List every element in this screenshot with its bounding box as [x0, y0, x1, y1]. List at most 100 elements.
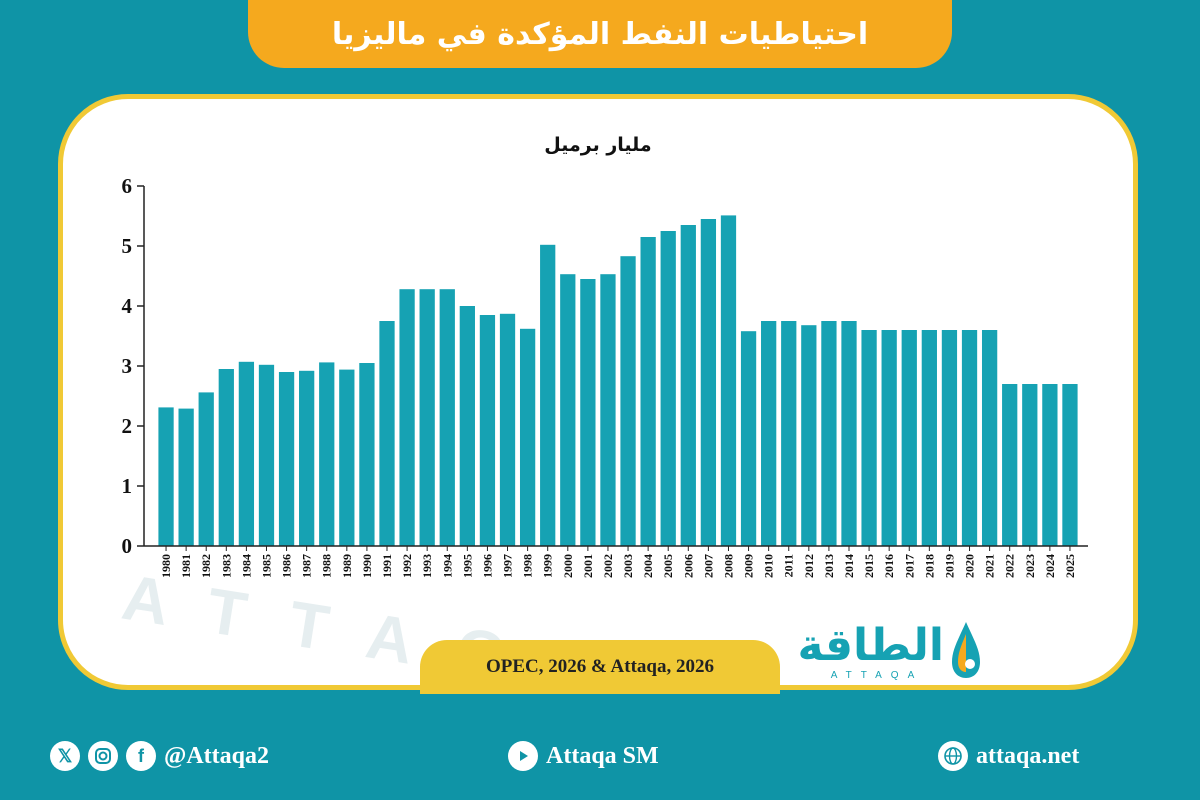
youtube-group: Attaqa SM [508, 736, 659, 776]
x-tick-label: 1983 [219, 554, 233, 578]
bar-2009 [740, 331, 757, 546]
bar-1998 [519, 328, 536, 546]
logo-latin-text: ATTAQA [830, 670, 924, 681]
x-tick-label: 2003 [621, 554, 635, 578]
bar-2001 [580, 279, 596, 546]
bar-1995 [459, 306, 475, 546]
x-tick-label: 1999 [541, 554, 555, 578]
bar-2006 [680, 225, 696, 546]
bar-2021 [981, 330, 998, 546]
bar-1997 [499, 313, 516, 546]
title-banner: احتياطيات النفط المؤكدة في ماليزيا [248, 0, 952, 68]
bar-2025 [1062, 384, 1078, 546]
logo-arabic-text: الطاقة [797, 620, 944, 671]
x-tick-label: 1986 [280, 554, 294, 578]
social-handle-group: 𝕏 f @Attaqa2 [50, 736, 269, 776]
x-tick-label: 2000 [561, 554, 575, 578]
instagram-icon[interactable] [88, 741, 118, 771]
social-handle[interactable]: @Attaqa2 [164, 742, 269, 769]
x-tick-label: 1988 [320, 554, 334, 578]
bar-1983 [218, 369, 234, 546]
bar-1989 [339, 369, 355, 546]
x-tick-label: 2010 [762, 554, 776, 578]
x-tick-label: 2022 [1003, 554, 1017, 578]
x-tick-label: 2008 [721, 554, 735, 578]
x-tick-label: 2021 [983, 554, 997, 578]
bar-1985 [258, 364, 275, 546]
bar-1991 [379, 321, 395, 546]
x-tick-label: 1996 [480, 554, 494, 578]
x-tick-label: 1980 [159, 554, 173, 578]
x-tick-label: 2019 [942, 554, 956, 578]
x-tick-label: 2013 [822, 554, 836, 578]
x-tick-label: 1995 [460, 554, 474, 578]
youtube-label[interactable]: Attaqa SM [546, 742, 659, 769]
x-tick-label: 2023 [1023, 554, 1037, 578]
x-tick-label: 2006 [681, 554, 695, 578]
website-group: attaqa.net [938, 736, 1079, 776]
chart-title: مليار برميل [544, 134, 651, 156]
bar-1980 [158, 407, 174, 546]
bar-2018 [921, 330, 937, 546]
youtube-icon[interactable] [508, 741, 538, 771]
x-tick-label: 1993 [420, 554, 434, 578]
y-tick-label: 6 [122, 174, 133, 198]
x-tick-label: 2009 [742, 554, 756, 578]
bar-2015 [861, 330, 877, 546]
bar-2019 [941, 330, 958, 546]
bar-1984 [238, 361, 255, 546]
attaqa-logo: الطاقة ATTAQA [797, 620, 984, 686]
x-tick-label: 1984 [239, 554, 253, 578]
x-tick-label: 2017 [902, 554, 916, 578]
website-link[interactable]: attaqa.net [976, 742, 1080, 769]
x-tick-label: 2015 [862, 554, 876, 578]
bar-1986 [278, 372, 295, 546]
y-tick-label: 5 [122, 234, 133, 258]
x-tick-label: 1990 [360, 554, 374, 578]
bar-2011 [781, 321, 797, 546]
x-tick-label: 1989 [340, 554, 354, 578]
x-tick-label: 2011 [782, 554, 796, 577]
y-tick-label: 4 [122, 294, 133, 318]
globe-icon[interactable] [938, 741, 968, 771]
source-pill: OPEC, 2026 & Attaqa, 2026 [420, 640, 780, 694]
x-tick-label: 2014 [842, 554, 856, 578]
bar-2012 [801, 325, 817, 546]
y-tick-label: 2 [122, 414, 133, 438]
bar-1993 [419, 289, 435, 546]
x-tick-label: 1981 [179, 554, 193, 578]
bar-1988 [319, 362, 335, 546]
x-tick-label: 2005 [661, 554, 675, 578]
x-tick-label: 1992 [400, 554, 414, 578]
bar-1994 [439, 289, 455, 546]
bar-1981 [178, 408, 194, 546]
bar-1990 [359, 363, 375, 546]
x-tick-label: 2002 [601, 554, 615, 578]
x-tick-label: 2024 [1043, 554, 1057, 578]
facebook-icon[interactable]: f [126, 741, 156, 771]
bar-2003 [620, 256, 636, 546]
bar-2020 [961, 330, 978, 546]
x-tick-label: 1985 [259, 554, 273, 578]
bar-1982 [198, 392, 214, 546]
bar-2000 [560, 274, 576, 546]
x-tick-label: 1994 [440, 554, 454, 578]
x-tick-label: 1998 [521, 554, 535, 578]
x-icon[interactable]: 𝕏 [50, 741, 80, 771]
y-tick-label: 0 [122, 534, 133, 558]
x-tick-label: 2001 [581, 554, 595, 578]
bar-1987 [299, 370, 315, 546]
bar-2022 [1002, 384, 1018, 546]
x-tick-label: 2020 [963, 554, 977, 578]
bar-2002 [600, 274, 616, 546]
chart-card [58, 94, 1138, 690]
bar-1999 [540, 244, 556, 547]
y-tick-label: 3 [122, 354, 133, 378]
bar-1996 [479, 315, 496, 546]
page-title: احتياطيات النفط المؤكدة في ماليزيا [331, 16, 869, 52]
bar-2010 [761, 321, 777, 546]
x-tick-label: 2007 [701, 554, 715, 578]
x-tick-label: 2016 [882, 554, 896, 578]
bar-2017 [901, 330, 917, 546]
x-tick-label: 1987 [300, 554, 314, 578]
